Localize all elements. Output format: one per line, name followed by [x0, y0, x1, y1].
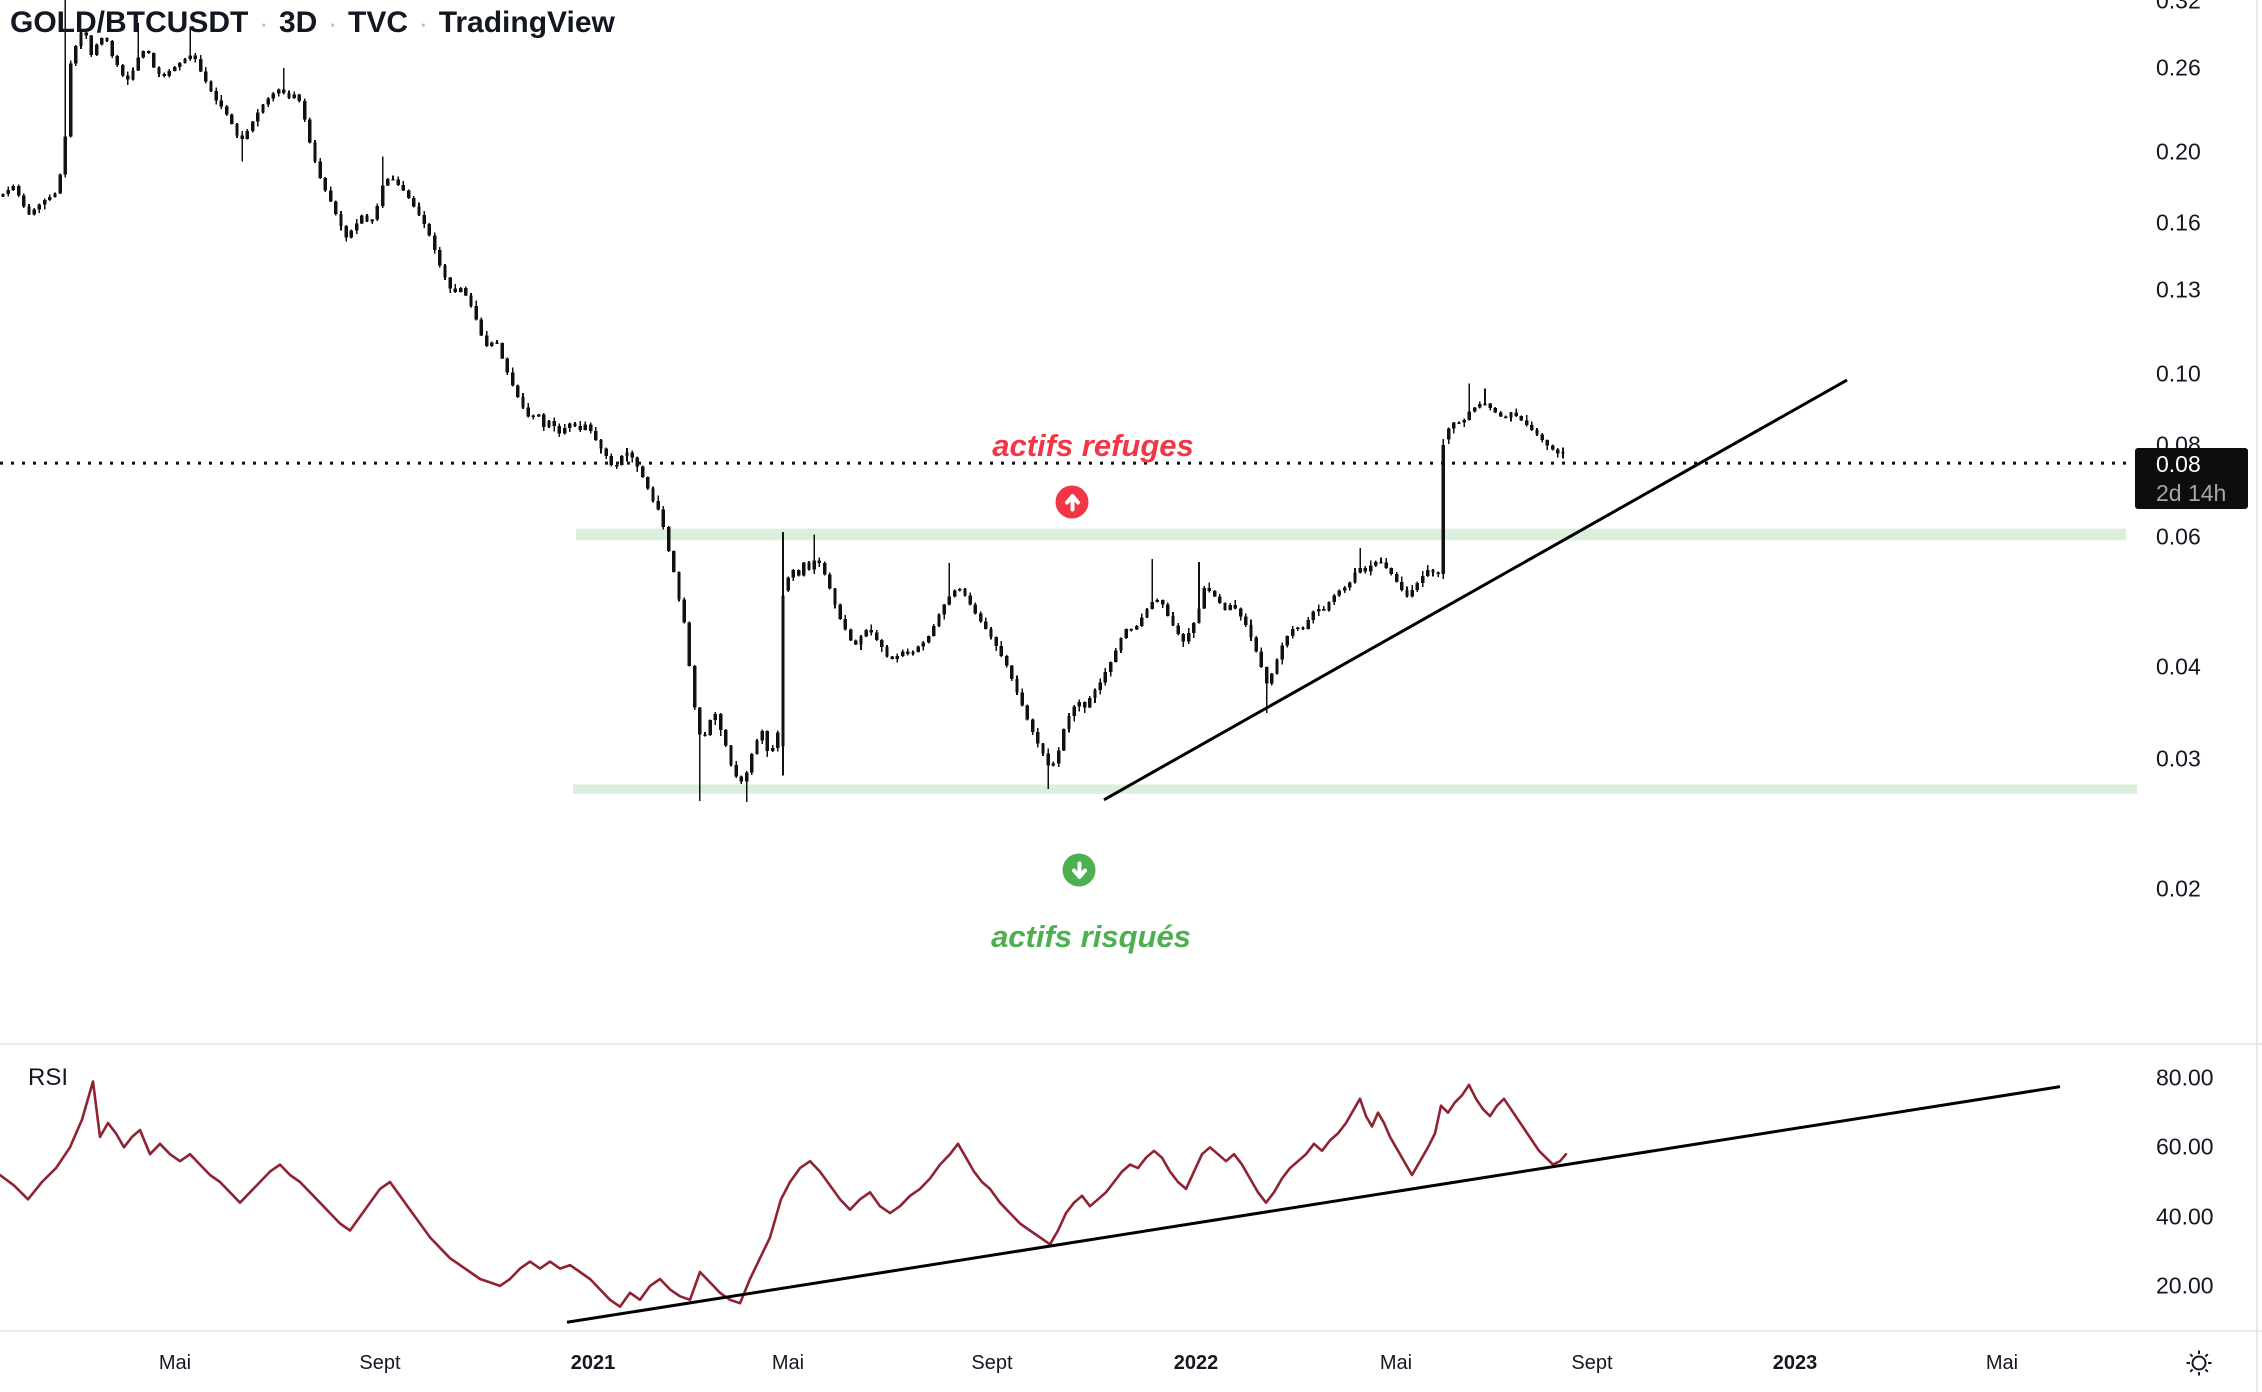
price-tick: 0.32	[2156, 0, 2201, 14]
price-trendline[interactable]	[1103, 378, 1848, 802]
rsi-tick: 60.00	[2156, 1133, 2214, 1160]
separator-dot: ·	[419, 8, 428, 38]
time-tick: Mai	[158, 1352, 192, 1374]
time-tick: 2021	[570, 1352, 616, 1374]
price-tick: 0.06	[2156, 523, 2201, 550]
resistance-zone[interactable]	[576, 528, 2126, 541]
platform-label: TradingView	[438, 6, 615, 39]
rsi-tick: 20.00	[2156, 1272, 2214, 1299]
price-tick: 0.13	[2156, 276, 2201, 303]
rsi-trendline[interactable]	[566, 1085, 2061, 1324]
candlestick-series	[1, 0, 1565, 803]
separator-dot: ·	[328, 8, 338, 38]
rsi-tick: 40.00	[2156, 1203, 2214, 1230]
time-tick: 2022	[1173, 1352, 1219, 1374]
last-price-label: 0.08 2d 14h	[2135, 448, 2248, 509]
support-zone[interactable]	[573, 784, 2137, 794]
time-tick: Sept	[359, 1352, 401, 1374]
time-tick: Mai	[1379, 1352, 1413, 1374]
price-tick: 0.10	[2156, 360, 2201, 387]
annotation-actifs-risques[interactable]: actifs risqués	[991, 919, 1191, 954]
time-tick: 2023	[1772, 1352, 1818, 1374]
last-price-value: 0.08	[2156, 451, 2201, 477]
price-tick: 0.02	[2156, 875, 2201, 902]
price-tick: 0.20	[2156, 138, 2201, 165]
interval-label[interactable]: 3D	[279, 6, 318, 39]
arrow-down-circle-icon[interactable]	[1062, 853, 1096, 887]
time-tick: Sept	[1571, 1352, 1613, 1374]
chart-legend: GOLD/BTCUSDT · 3D · TVC · TradingView	[10, 6, 615, 40]
rsi-label[interactable]: RSI	[28, 1064, 69, 1091]
price-tick: 0.16	[2156, 209, 2201, 236]
settings-gear-icon[interactable]	[2184, 1348, 2214, 1378]
rsi-tick: 80.00	[2156, 1064, 2214, 1091]
time-tick: Mai	[771, 1352, 805, 1374]
time-tick: Sept	[971, 1352, 1013, 1374]
arrow-up-circle-icon[interactable]	[1055, 485, 1089, 519]
gear-teeth	[2186, 1350, 2212, 1376]
price-tick: 0.04	[2156, 653, 2201, 680]
time-tick: Mai	[1985, 1352, 2019, 1374]
separator-dot: ·	[259, 8, 268, 38]
bar-countdown: 2d 14h	[2156, 480, 2227, 506]
exchange-label: TVC	[348, 6, 409, 39]
price-tick: 0.03	[2156, 745, 2201, 772]
rsi-line	[0, 1080, 1568, 1308]
symbol-title[interactable]: GOLD/BTCUSDT	[10, 6, 249, 39]
annotation-actifs-refuges[interactable]: actifs refuges	[992, 428, 1194, 463]
price-tick: 0.26	[2156, 54, 2201, 81]
